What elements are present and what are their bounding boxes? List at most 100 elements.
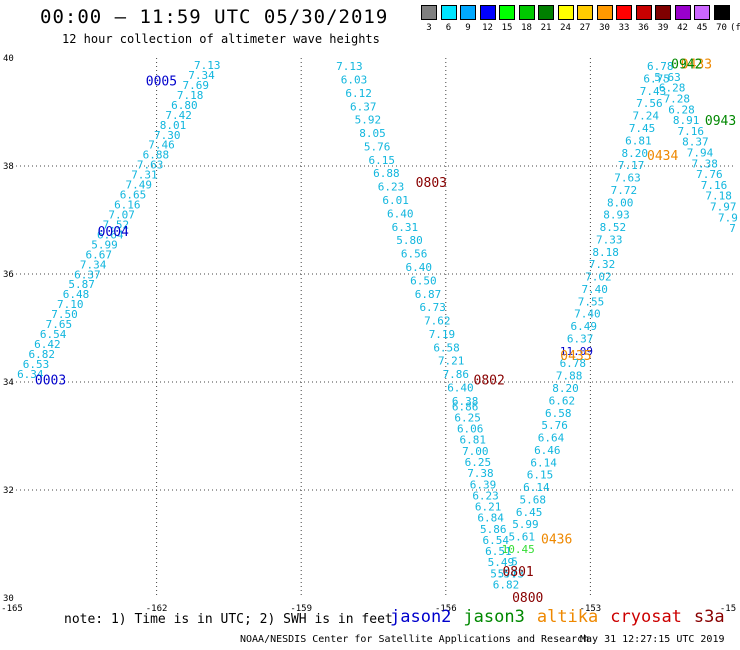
swh-value: 8.05 [359,127,386,140]
swh-value: 5.49 [488,556,515,569]
swh-value: 6.54 [40,328,67,341]
swh-value: 6.21 [475,501,502,514]
lon-tick-label: -165 [1,604,23,614]
swh-value: 6.03 [341,73,368,86]
scale-unit: (ft) [730,23,740,33]
swh-value: 8.18 [592,246,619,259]
scale-label: 33 [618,23,630,33]
pass-time-label: 0803 [416,176,447,191]
swh-value: 6.38 [452,395,479,408]
swh-value: 6.64 [97,228,124,241]
swh-value: 7.72 [611,184,638,197]
swh-value: 7.50 [51,308,78,321]
swh-value: 6.39 [470,478,497,491]
scale-label: 18 [521,23,532,33]
pass-time-label: 0005 [146,75,177,90]
swh-value: 6.87 [415,288,442,301]
swh-value: 6.80 [171,99,198,112]
scale-swatch [713,5,730,20]
swh-value: 8.20 [552,382,579,395]
pass-time-label: 0801 [502,565,533,580]
swh-value: 6.37 [74,268,101,281]
swh-value: 6.67 [86,248,113,261]
swh-value: 6.56 [401,248,428,261]
pass-time-label: 0942 [671,57,702,72]
swh-value: 7.16 [701,179,728,192]
swh-value: 6.40 [406,261,433,274]
swh-value: 7.28 [664,93,691,106]
swh-value: 10.45 [502,543,535,556]
swh-value: 7.32 [589,258,616,271]
swh-value: 6.50 [410,274,437,287]
swh-value: 6.40 [447,382,474,395]
pass-time-label: 0004 [98,225,129,240]
swh-value: 6.78 [560,357,587,370]
lat-tick-label: 36 [3,270,14,280]
swh-value: 7.21 [438,355,465,368]
swh-value: 8.01 [160,119,187,132]
swh-value: 7.34 [80,258,107,271]
legend-s3a: s3a [693,607,725,627]
lon-tick-label: -162 [146,604,168,614]
legend-altika: altika [536,607,599,627]
swh-value: 5.63 [654,71,681,84]
swh-value: 6.34 [17,368,44,381]
swh-value: 6.45 [516,506,543,519]
scale-label: 21 [540,23,552,33]
swh-value: 7.17 [618,159,645,172]
swh-value: 5.54 [490,567,517,580]
lon-tick-label: -156 [435,604,457,614]
legend-cryosat: cryosat [610,607,682,627]
swh-value: 6.84 [477,512,504,525]
swh-value: 6.82 [493,579,520,592]
swh-value: 6.12 [345,87,372,100]
swh-value: 5.76 [364,140,391,153]
pass-time-label: 0433 [681,57,712,72]
swh-value: 6.23 [378,181,405,194]
scale-label: 12 [482,23,493,33]
swh-value: 5.86 [480,523,507,536]
swh-value: 8.91 [673,114,700,127]
scale-swatch [538,5,554,20]
lon-tick-label: -159 [290,604,312,614]
swh-value: 7.49 [125,179,152,192]
swh-value: 6.86 [452,400,479,413]
scale-label: 39 [657,23,669,33]
swh-value: 8.37 [682,136,709,149]
swh-value: 7.16 [678,125,705,138]
scale-label: 6 [445,23,452,33]
swh-value: 5.76 [541,419,568,432]
swh-value: 5.68 [519,493,546,506]
swh-value: 6.37 [567,332,594,345]
scale-swatch [655,5,671,20]
swh-value: 7.56 [636,97,663,110]
swh-value: 6.58 [545,407,572,420]
swh-value: 5.92 [355,114,382,127]
swh-value: 6.81 [625,134,652,147]
swh-value: 5.99 [512,518,539,531]
swh-value: 7.40 [581,283,608,296]
legend-jason2: jason2 [390,607,452,627]
swh-value: 6.25 [465,456,492,469]
pass-time-label: 0435 [560,349,591,364]
swh-value: 6.06 [457,423,484,436]
legend-jason3: jason3 [463,607,525,627]
swh-value: 6.25 [454,411,481,424]
swh-value: 6.82 [28,348,55,361]
scale-swatch [596,5,613,20]
swh-value: 7.46 [148,139,175,152]
swh-value: 7.00 [462,445,489,458]
swh-value: 7.40 [574,308,601,321]
credit-line: NOAA/NESDIS Center for Satellite Applica… [240,634,590,645]
swh-value: 6.28 [668,103,695,116]
satellite-legend: jason2 jason3 altika cryosat s3a [390,607,737,627]
swh-value: 7.69 [183,79,210,92]
scale-swatch [577,5,593,20]
swh-value: 6.65 [120,189,147,202]
map-subtitle: 12 hour collection of altimeter wave hei… [62,32,380,46]
pass-time-label: 0943 [705,114,736,129]
swh-value: 6.15 [369,154,396,167]
swh-value: 7.33 [596,233,623,246]
swh-value: 8.20 [622,147,649,160]
swh-value: 6.01 [382,194,409,207]
